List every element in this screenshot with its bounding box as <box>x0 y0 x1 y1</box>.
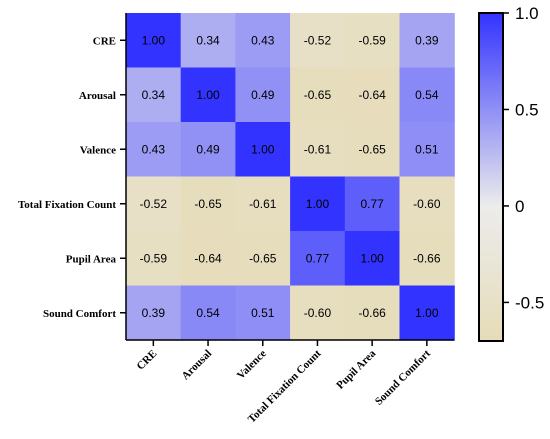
heatmap-cells <box>126 13 455 341</box>
cell-value-label: 0.39 <box>142 306 166 320</box>
cell-value-label: -0.65 <box>304 88 332 102</box>
cell-value-label: -0.52 <box>140 197 168 211</box>
heatmap-cell <box>290 67 346 123</box>
heatmap-cell <box>235 122 291 178</box>
heatmap-cell <box>290 176 346 232</box>
heatmap-cell <box>344 122 401 178</box>
cell-value-label: 0.77 <box>306 251 330 265</box>
column-label: CRE <box>135 348 160 373</box>
colorbar-tick-label: 0.5 <box>515 100 539 119</box>
heatmap-cell <box>126 67 182 123</box>
cell-value-label: -0.64 <box>358 88 386 102</box>
heatmap-cell <box>344 176 401 232</box>
heatmap-cell <box>344 13 401 69</box>
row-label: CRE <box>93 35 116 47</box>
colorbar-tick-label: 1.0 <box>515 4 539 23</box>
cell-value-label: 1.00 <box>142 33 166 47</box>
heatmap-cell <box>399 13 455 69</box>
heatmap-cell <box>399 176 455 232</box>
heatmap-cell <box>235 67 291 123</box>
row-labels: CRE Arousal Valence Total Fixation Count Pup… <box>18 35 117 320</box>
cell-value-label: 0.39 <box>415 33 439 47</box>
heatmap-cell <box>180 285 236 341</box>
cell-value-label: 1.00 <box>251 142 275 156</box>
cell-value-label: -0.65 <box>249 251 277 265</box>
heatmap-cell <box>235 285 291 341</box>
heatmap-cell <box>344 67 401 123</box>
row-label: Valence <box>80 144 116 156</box>
heatmap-cell <box>399 231 455 287</box>
heatmap-cell <box>344 285 401 341</box>
heatmap-cell <box>290 122 346 178</box>
cell-value-label: -0.66 <box>358 306 386 320</box>
column-label: Arousal <box>179 348 214 383</box>
heatmap-cell <box>235 13 291 69</box>
cell-value-label: 0.49 <box>196 142 220 156</box>
cell-value-label: 1.00 <box>306 197 330 211</box>
heatmap-cell <box>126 122 182 178</box>
cell-value-label: 0.34 <box>142 88 166 102</box>
heatmap-cell <box>126 176 182 232</box>
cell-value-label: -0.52 <box>304 33 332 47</box>
cell-value-label: 0.54 <box>196 306 220 320</box>
heatmap-cell <box>180 13 236 69</box>
heatmap-cell <box>235 176 291 232</box>
row-label: Sound Comfort <box>43 308 116 320</box>
cell-value-label: 0.51 <box>251 306 275 320</box>
column-label: Pupil Area <box>334 347 378 391</box>
cell-value-label: 1.00 <box>415 306 439 320</box>
row-label: Arousal <box>79 90 116 102</box>
x-axis <box>126 339 455 346</box>
heatmap-cell <box>126 285 182 341</box>
column-label: Valence <box>235 348 269 382</box>
heatmap-cell <box>344 231 401 287</box>
heatmap-cell <box>290 13 346 69</box>
cell-value-label: 0.43 <box>142 142 166 156</box>
cell-value-label: -0.61 <box>249 197 277 211</box>
row-label: Total Fixation Count <box>18 199 116 211</box>
colorbar-tick-label: -0.5 <box>515 293 544 312</box>
colorbar: 1.0 0.5 0 -0.5 <box>478 4 544 342</box>
cell-value-label: 1.00 <box>196 88 220 102</box>
heatmap-cell <box>180 231 236 287</box>
cell-value-label: 0.54 <box>415 88 439 102</box>
colorbar-tick-label: 0 <box>515 197 524 216</box>
cell-value-label: -0.61 <box>304 142 332 156</box>
row-label: Pupil Area <box>66 253 117 265</box>
heatmap-cell <box>399 285 455 341</box>
heatmap-cell <box>180 122 236 178</box>
cell-value-label: 0.77 <box>360 197 384 211</box>
cell-value-label: 0.49 <box>251 88 275 102</box>
cell-value-label: 0.34 <box>196 33 220 47</box>
heatmap-cell <box>399 67 455 123</box>
heatmap-cell <box>290 285 346 341</box>
heatmap-cell <box>235 231 291 287</box>
cell-value-label: -0.59 <box>140 251 168 265</box>
heatmap-value-labels: 1.00 0.34 0.43 -0.52 -0.59 0.39 0.34 1.00 0.49 -0… <box>140 33 441 320</box>
cell-value-label: 0.51 <box>415 142 439 156</box>
heatmap-cell <box>180 67 236 123</box>
heatmap-cell <box>126 231 182 287</box>
cell-value-label: -0.64 <box>194 251 222 265</box>
cell-value-label: -0.60 <box>413 197 441 211</box>
cell-value-label: -0.60 <box>304 306 332 320</box>
y-axis <box>120 13 127 340</box>
cell-value-label: -0.59 <box>358 33 386 47</box>
heatmap-cell <box>399 122 455 178</box>
heatmap-cell <box>180 176 236 232</box>
cell-value-label: -0.65 <box>358 142 386 156</box>
column-label: Sound Comfort <box>373 347 433 407</box>
cell-value-label: -0.65 <box>194 197 222 211</box>
heatmap-cell <box>126 13 182 69</box>
cell-value-label: -0.66 <box>413 251 441 265</box>
cell-value-label: 1.00 <box>360 251 384 265</box>
cell-value-label: 0.43 <box>251 33 275 47</box>
colorbar-gradient <box>478 12 504 342</box>
heatmap-cell <box>290 231 346 287</box>
